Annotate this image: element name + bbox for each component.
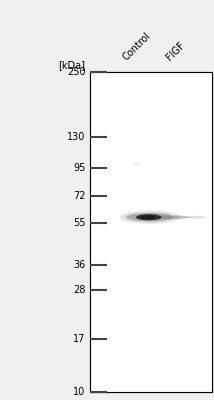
Ellipse shape <box>188 216 205 219</box>
Text: 95: 95 <box>73 163 86 173</box>
Ellipse shape <box>126 213 173 222</box>
Text: 250: 250 <box>67 67 86 77</box>
Text: 28: 28 <box>73 285 86 295</box>
Ellipse shape <box>152 216 190 219</box>
Ellipse shape <box>136 214 162 220</box>
Text: 72: 72 <box>73 191 86 201</box>
Text: 10: 10 <box>73 387 86 397</box>
FancyBboxPatch shape <box>90 72 212 392</box>
Text: FIGF: FIGF <box>164 40 186 62</box>
FancyBboxPatch shape <box>90 72 212 392</box>
Text: 36: 36 <box>73 260 86 270</box>
Text: Control: Control <box>121 30 153 62</box>
Text: 17: 17 <box>73 334 86 344</box>
Ellipse shape <box>140 215 155 219</box>
Text: 55: 55 <box>73 218 86 228</box>
Ellipse shape <box>133 162 141 166</box>
Text: 130: 130 <box>67 132 86 142</box>
Ellipse shape <box>120 211 180 224</box>
Text: [kDa]: [kDa] <box>59 60 86 70</box>
